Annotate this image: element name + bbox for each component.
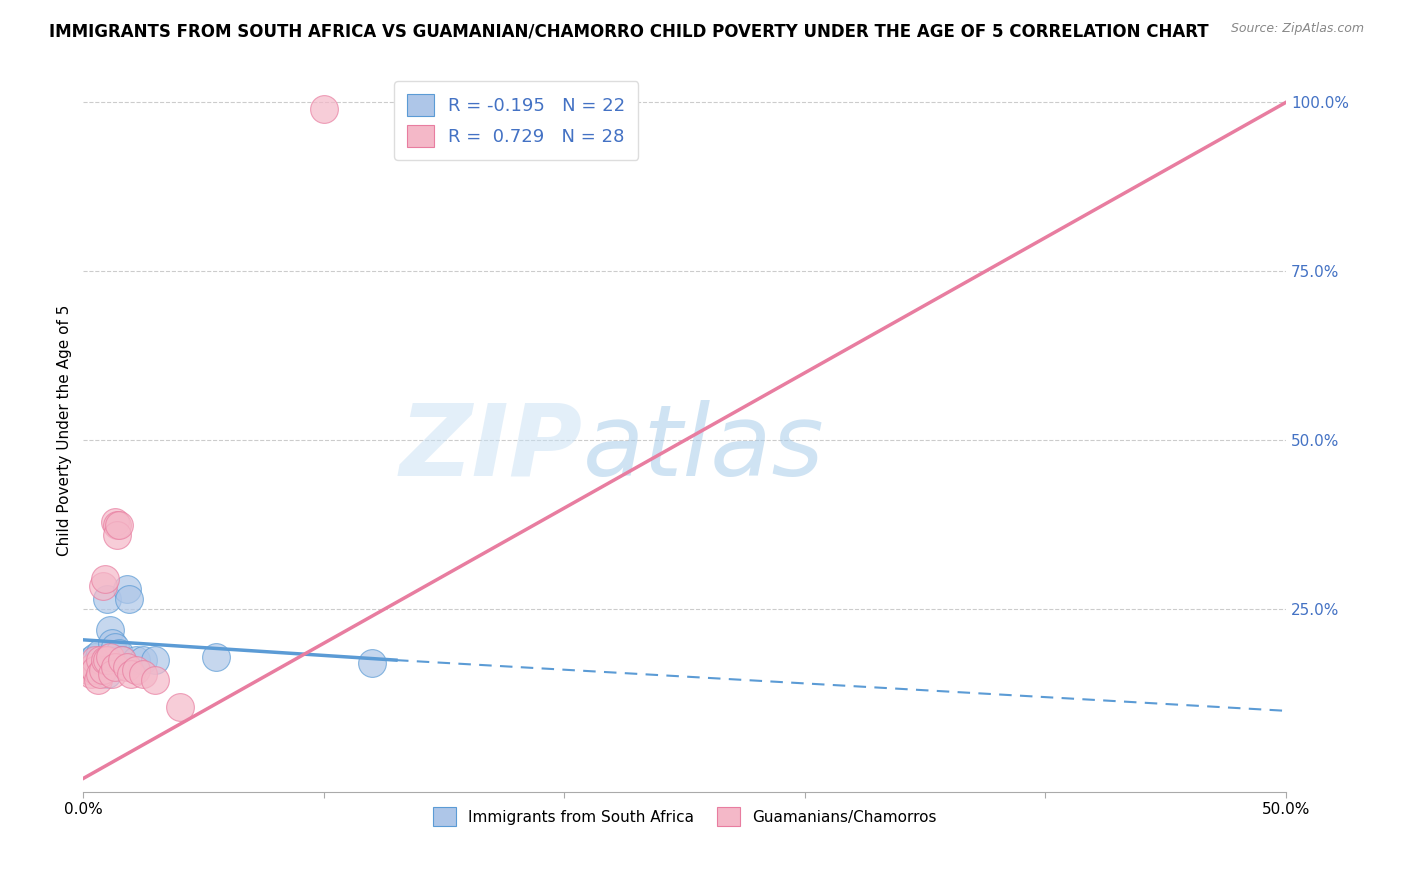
Point [94,572,117,586]
Point [84,649,107,664]
Point [145,653,167,667]
Point [111,653,134,667]
Point [132,653,155,667]
Point [115,660,138,674]
Point [82,660,104,674]
Point [94,657,117,671]
Point [120,666,142,681]
Point [132,666,155,681]
Point [115,582,138,596]
Point [361,657,384,671]
Text: ZIP: ZIP [399,400,582,497]
Point [101,666,124,681]
Point [91,660,114,674]
Text: atlas: atlas [582,400,824,497]
Text: Source: ZipAtlas.com: Source: ZipAtlas.com [1230,22,1364,36]
Point [96,666,118,681]
Point [108,646,131,660]
Point [79,666,101,681]
Point [98,649,121,664]
Point [84,653,107,667]
Point [105,528,128,542]
Point [103,640,125,654]
Point [145,673,167,688]
Point [96,592,118,607]
Point [101,636,124,650]
Point [111,653,134,667]
Point [105,653,128,667]
Point [82,660,104,674]
Point [94,653,117,667]
Text: IMMIGRANTS FROM SOUTH AFRICA VS GUAMANIAN/CHAMORRO CHILD POVERTY UNDER THE AGE O: IMMIGRANTS FROM SOUTH AFRICA VS GUAMANIA… [49,22,1209,40]
Legend: Immigrants from South Africa, Guamanians/Chamorros: Immigrants from South Africa, Guamanians… [423,798,946,835]
Point [87,653,110,667]
Point [103,515,125,529]
Point [125,663,148,677]
Point [125,653,148,667]
Point [89,666,111,681]
Point [89,653,111,667]
Point [79,653,101,667]
Point [108,517,131,532]
Point [89,646,111,660]
Point [77,663,100,677]
Point [96,653,118,667]
Point [118,592,141,607]
Point [87,673,110,688]
Point [169,700,191,714]
Point [98,623,121,637]
Y-axis label: Child Poverty Under the Age of 5: Child Poverty Under the Age of 5 [58,304,72,556]
Point [84,663,107,677]
Point [103,660,125,674]
Point [91,579,114,593]
Point [91,663,114,677]
Point [312,102,335,116]
Point [204,649,226,664]
Point [105,517,128,532]
